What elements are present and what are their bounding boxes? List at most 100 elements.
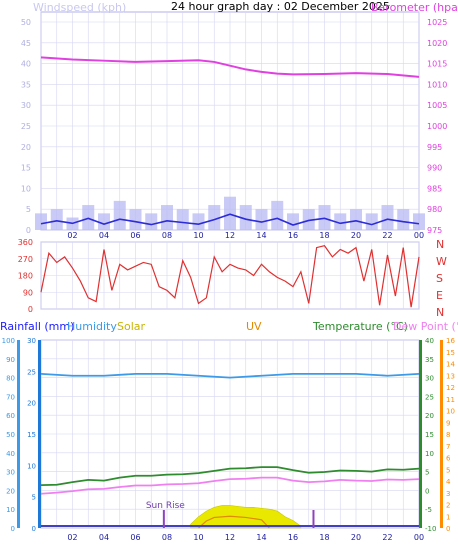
weather-series-group: Sun Rise bbox=[40, 372, 420, 529]
barometer-tick-label: 995 bbox=[427, 143, 442, 152]
wind-tick-label: 20 bbox=[21, 143, 31, 152]
rainfall-tick-label: 20 bbox=[27, 400, 36, 408]
wind-x-tick-label: 20 bbox=[351, 231, 361, 240]
uv-tick-label: 8 bbox=[446, 431, 450, 439]
wind-tick-label: 5 bbox=[26, 205, 31, 214]
direction-grid bbox=[40, 241, 420, 310]
temperature-tick-label: 20 bbox=[425, 412, 434, 420]
humidity-tick-label: 80 bbox=[6, 375, 15, 383]
wind-x-tick-label: 10 bbox=[193, 231, 203, 240]
wind-tick-label: 30 bbox=[21, 101, 31, 110]
uv-tick-label: 13 bbox=[446, 372, 455, 380]
uv-tick-label: 16 bbox=[446, 337, 455, 345]
wind-x-tick-label: 02 bbox=[67, 231, 77, 240]
barometer-tick-label: 985 bbox=[427, 184, 442, 193]
barometer-line bbox=[40, 56, 420, 78]
weather-x-tick-label: 14 bbox=[256, 533, 266, 542]
wind-gust-bar bbox=[239, 205, 252, 230]
temperature-tick-label: 5 bbox=[425, 469, 429, 477]
direction-series-group bbox=[40, 245, 420, 308]
wind-gust-bar bbox=[50, 209, 63, 230]
barometer-tick-label: 1025 bbox=[427, 18, 447, 27]
wind-gust-bar bbox=[397, 209, 410, 230]
uv-tick-label: 7 bbox=[446, 443, 450, 451]
direction-tick-label: 0 bbox=[28, 305, 33, 314]
uv-tick-label: 4 bbox=[446, 478, 451, 486]
humidity-tick-label: 60 bbox=[6, 412, 15, 420]
wind_avg-line bbox=[40, 213, 420, 226]
barometer-tick-label: 1020 bbox=[427, 39, 447, 48]
wind-gust-bar bbox=[302, 209, 315, 230]
wind-tick-label: 10 bbox=[21, 184, 31, 193]
temperature-line bbox=[40, 466, 420, 487]
weather-legend: Rainfall (mm) Humidity Solar UV Temperat… bbox=[0, 320, 458, 333]
uv-tick-label: 5 bbox=[446, 466, 450, 474]
wind-gust-bar bbox=[161, 205, 173, 230]
barometer-tick-label: 975 bbox=[427, 226, 442, 235]
weather-panel: Sun Rise 0102030405060708090100051015202… bbox=[0, 320, 458, 542]
temperature-tick-label: 30 bbox=[425, 375, 434, 383]
uv-tick-label: 2 bbox=[446, 502, 450, 510]
humidity-tick-label: 10 bbox=[6, 506, 15, 514]
wind-x-tick-label: 06 bbox=[130, 231, 140, 240]
wind-tick-label: 35 bbox=[21, 80, 31, 89]
barometer-axis-ticks: 975 980 985 990 995 1000 1005 1010 1015 1020 1025 bbox=[427, 18, 447, 235]
direction-line bbox=[40, 245, 420, 308]
wind-gust-bar bbox=[287, 213, 299, 230]
direction-tick-label: 360 bbox=[18, 238, 33, 247]
barometer-tick-label: 1000 bbox=[427, 122, 447, 131]
weather-x-tick-label: 04 bbox=[99, 533, 109, 542]
wind-gust-bar bbox=[255, 209, 268, 230]
legend-rainfall: Rainfall (mm) bbox=[0, 320, 74, 333]
temperature-tick-label: -5 bbox=[425, 506, 432, 514]
wind-gust-bar bbox=[192, 213, 205, 230]
temperature-tick-label: 35 bbox=[425, 356, 434, 364]
direction-axis-ticks: 0 90 180 270 360 bbox=[18, 238, 33, 314]
wind-gust-bar bbox=[35, 213, 47, 230]
wind-x-tick-label: 16 bbox=[288, 231, 298, 240]
wind-tick-label: 25 bbox=[21, 122, 31, 131]
sun-marker-label: Sun Rise bbox=[146, 501, 185, 511]
humidity-tick-label: 30 bbox=[6, 469, 15, 477]
wind-gust-bar bbox=[129, 209, 142, 230]
uv-tick-label: 1 bbox=[446, 513, 450, 521]
wind-series-group bbox=[35, 56, 425, 230]
solar-area bbox=[190, 505, 302, 529]
direction-tick-label: 90 bbox=[23, 288, 33, 297]
rainfall-tick-label: 15 bbox=[27, 431, 36, 439]
chart-title: 24 hour graph day : 02 December 2025 bbox=[171, 0, 390, 13]
wind-gust-bar bbox=[381, 205, 394, 230]
uv-line bbox=[198, 515, 270, 529]
wind-x-ticks: 02 04 06 08 10 12 14 16 18 20 22 00 bbox=[67, 231, 424, 240]
legend-dewpoint: Dew Point (°C) bbox=[393, 320, 458, 333]
wind-gust-bar bbox=[334, 213, 347, 230]
rainfall-axis-bar bbox=[38, 340, 41, 528]
wind-gust-bar bbox=[98, 213, 110, 230]
uv-tick-label: 10 bbox=[446, 408, 455, 416]
humidity-tick-label: 90 bbox=[6, 356, 15, 364]
weather-x-ticks: 02 04 06 08 10 12 14 16 18 20 22 00 bbox=[67, 533, 424, 542]
wind-x-tick-label: 00 bbox=[414, 231, 424, 240]
compass-label: E bbox=[436, 289, 443, 302]
wind-tick-label: 45 bbox=[21, 39, 31, 48]
barometer-tick-label: 980 bbox=[427, 205, 442, 214]
barometer-tick-label: 1010 bbox=[427, 80, 447, 89]
legend-humidity: Humidity bbox=[67, 320, 117, 333]
wind-x-tick-label: 22 bbox=[382, 231, 392, 240]
rainfall-tick-label: 10 bbox=[27, 462, 36, 470]
uv-tick-label: 12 bbox=[446, 384, 455, 392]
wind-gust-bar bbox=[271, 200, 284, 230]
humidity-axis-bar bbox=[17, 340, 20, 528]
uv-axis-bar bbox=[440, 340, 443, 528]
wind-gust-bar bbox=[350, 209, 362, 230]
wind-tick-label: 50 bbox=[21, 18, 31, 27]
legend-temperature: Temperature (°C) bbox=[312, 320, 408, 333]
dewpoint-line bbox=[40, 476, 420, 495]
barometer-axis-label: Barometer (hpa) bbox=[371, 1, 458, 14]
weather-x-tick-label: 20 bbox=[351, 533, 361, 542]
temperature-axis-bar bbox=[419, 340, 422, 528]
wind-gust-bar bbox=[413, 213, 425, 230]
